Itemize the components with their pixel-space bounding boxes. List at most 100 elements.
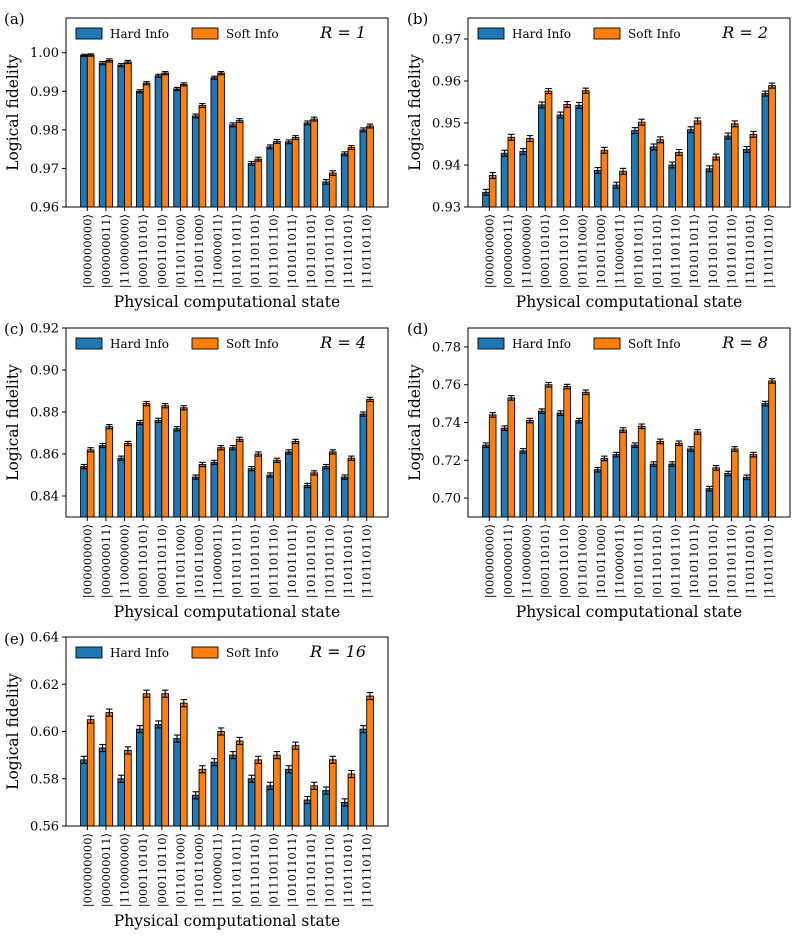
legend-label-hard: Hard Info — [512, 27, 571, 41]
error-bar — [501, 149, 508, 157]
category-label: |110110101⟩ — [341, 214, 356, 288]
axes-frame — [467, 17, 791, 208]
axes-frame — [65, 17, 389, 208]
error-bar — [217, 727, 225, 736]
x-axis-label: Physical computational state — [114, 293, 340, 311]
error-bar — [750, 451, 757, 458]
y-axis-label: Logical fidelity — [406, 54, 424, 171]
hard-info-bar — [340, 476, 349, 518]
error-bar — [631, 442, 639, 448]
category-label: |011011011⟩ — [229, 524, 244, 598]
hard-info-bar — [340, 153, 349, 208]
error-bar — [192, 474, 199, 480]
error-bar — [173, 426, 181, 432]
panel-label: (d) — [407, 320, 428, 338]
category-label: |101011011⟩ — [687, 214, 702, 288]
category-label: |000110101⟩ — [538, 214, 553, 288]
soft-info-bar — [328, 172, 337, 208]
category-label: |101101110⟩ — [322, 524, 337, 598]
error-bar — [285, 139, 293, 145]
category-label: |011101110⟩ — [669, 214, 684, 288]
soft-info-bar — [712, 467, 720, 518]
soft-info-bar — [235, 120, 244, 208]
soft-info-bar — [749, 454, 758, 518]
legend-swatch-soft — [593, 337, 621, 350]
hard-info-bar — [575, 104, 583, 208]
error-bar — [563, 383, 571, 390]
error-bar — [631, 127, 639, 135]
round-annotation: R = 1 — [319, 23, 366, 42]
y-tick-label: 0.96 — [30, 201, 59, 216]
legend-label-hard: Hard Info — [512, 337, 571, 351]
category-label: |101101101⟩ — [304, 214, 319, 288]
error-bar — [273, 457, 281, 463]
category-label: |011101101⟩ — [248, 524, 263, 598]
error-bar — [118, 774, 125, 783]
hard-info-bar — [612, 454, 621, 518]
error-bar — [211, 459, 218, 466]
error-bar — [360, 411, 367, 417]
soft-info-bar — [581, 391, 590, 518]
error-bar — [329, 755, 336, 764]
error-bar — [348, 145, 355, 151]
soft-info-bar — [86, 54, 95, 208]
y-axis-label: Logical fidelity — [406, 364, 424, 481]
hard-info-bar — [538, 104, 546, 208]
error-bar — [292, 135, 299, 141]
hard-info-bar — [500, 427, 509, 518]
soft-info-bar — [273, 459, 281, 518]
hard-info-bar — [154, 419, 163, 518]
soft-info-bar — [619, 429, 627, 518]
error-bar — [712, 153, 720, 161]
chart-panel: (c) 0.84 0.86 0.88 0.90 0.92 |000000000⟩ |00000… — [4, 320, 389, 621]
chart-panel: (e) 0.56 0.58 0.60 0.62 0.64 |000000000⟩ |00000… — [4, 630, 389, 930]
error-bar — [80, 463, 88, 470]
soft-info-bar — [675, 151, 683, 208]
error-bar — [87, 715, 94, 724]
soft-info-bar — [161, 72, 169, 208]
category-label: |101101110⟩ — [322, 214, 337, 288]
y-tick-label: 0.60 — [30, 725, 59, 740]
legend-label-soft: Soft Info — [226, 646, 279, 660]
category-label: |011101110⟩ — [267, 833, 282, 907]
category-label: |011011000⟩ — [173, 214, 188, 288]
error-bar — [563, 101, 571, 109]
error-bar — [768, 378, 776, 384]
error-bar — [248, 160, 255, 166]
category-label: |000000011⟩ — [99, 524, 114, 598]
category-label: |011011011⟩ — [229, 214, 244, 288]
error-bar — [229, 445, 237, 451]
category-label: |101011000⟩ — [192, 833, 207, 907]
hard-info-bar — [322, 466, 330, 518]
error-bar — [199, 103, 206, 109]
soft-info-bar — [637, 425, 646, 518]
y-tick-label: 0.90 — [30, 364, 59, 379]
legend: Hard Info Soft Info — [477, 27, 681, 41]
hard-info-bar — [724, 473, 732, 518]
y-tick-label: 0.88 — [30, 406, 59, 421]
hard-info-bar — [322, 790, 330, 827]
error-bar — [285, 765, 293, 774]
y-tick-label: 0.99 — [30, 85, 59, 100]
hard-info-bar — [229, 124, 237, 208]
error-bar — [575, 101, 583, 109]
hard-info-bar — [649, 463, 658, 518]
hard-info-bar — [500, 152, 509, 208]
hard-info-bar — [266, 785, 275, 827]
error-bar — [106, 424, 113, 430]
soft-info-bar — [693, 120, 702, 208]
error-bar — [594, 466, 601, 473]
soft-info-bar — [600, 457, 609, 518]
hard-info-bar — [668, 463, 677, 518]
error-bar — [310, 781, 318, 790]
category-label: |101011011⟩ — [285, 524, 300, 598]
error-bar — [155, 73, 162, 78]
error-bar — [341, 151, 348, 157]
error-bar — [341, 474, 348, 480]
soft-info-bar — [105, 426, 114, 518]
y-tick-label: 1.00 — [30, 46, 59, 61]
soft-info-bar — [619, 170, 627, 208]
error-bar — [255, 451, 262, 457]
legend-swatch-soft — [593, 27, 621, 40]
